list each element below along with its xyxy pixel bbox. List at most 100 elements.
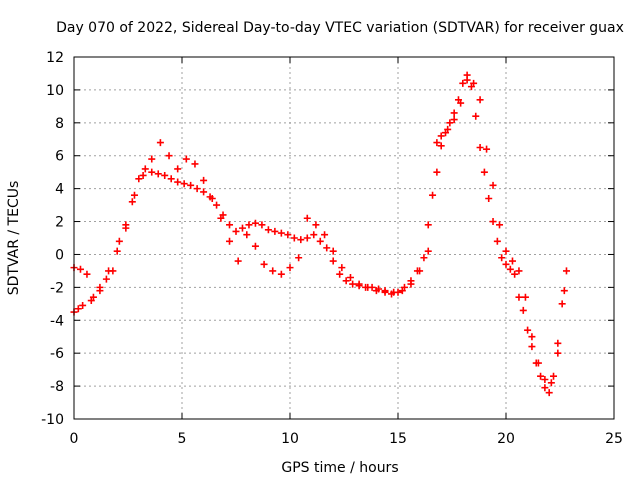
data-point-s1-10	[148, 155, 156, 163]
data-point-s2-14	[485, 195, 493, 203]
data-point-s1-19	[226, 237, 234, 245]
y-tick-label-3: -4	[50, 313, 64, 329]
data-point-s0-24	[226, 221, 234, 229]
data-point-s2-26	[537, 372, 545, 380]
data-point-s3-5	[463, 76, 471, 84]
data-point-s1-33	[346, 273, 354, 281]
data-point-s0-5	[102, 275, 110, 283]
data-point-s2-20	[511, 270, 519, 278]
data-point-s0-10	[135, 175, 143, 183]
data-point-s2-6	[450, 109, 458, 117]
data-point-s1-36	[372, 287, 380, 295]
data-point-s0-43	[349, 280, 357, 288]
data-point-s2-31	[558, 300, 566, 308]
data-point-s3-13	[515, 267, 523, 275]
data-point-s2-1	[429, 191, 437, 199]
x-tick-label-5: 25	[605, 431, 623, 447]
data-point-s3-9	[489, 181, 497, 189]
y-tick-label-0: -10	[41, 412, 64, 428]
data-point-s1-31	[329, 247, 337, 255]
data-point-s1-30	[321, 231, 329, 239]
data-point-s0-32	[277, 229, 285, 237]
data-point-s0-14	[161, 171, 169, 179]
data-point-s0-31	[271, 227, 279, 235]
data-point-s2-28	[545, 389, 553, 397]
data-point-s2-12	[476, 144, 484, 151]
y-tick-label-5: 0	[55, 247, 64, 263]
data-point-s2-13	[480, 168, 488, 176]
data-point-s1-12	[165, 152, 173, 160]
data-point-s0-13	[154, 170, 162, 178]
data-point-s2-27	[541, 384, 549, 392]
plot-frame	[73, 56, 615, 420]
y-tick-label-4: -2	[50, 280, 64, 296]
data-point-s2-24	[528, 343, 536, 351]
y-tick-label-1: -8	[50, 379, 64, 395]
data-point-s1-38	[390, 288, 398, 296]
data-point-s1-2	[79, 301, 87, 309]
series-3	[433, 76, 568, 387]
data-point-s1-29	[312, 221, 320, 229]
x-tick-label-2: 10	[281, 431, 299, 447]
data-point-s1-5	[105, 267, 113, 275]
data-point-s3-17	[541, 376, 549, 384]
data-point-s3-12	[508, 257, 516, 265]
y-tick-label-6: 2	[55, 215, 64, 231]
data-point-s0-40	[329, 257, 337, 265]
data-point-s0-7	[115, 237, 123, 245]
data-point-s1-22	[251, 242, 259, 250]
data-point-s2-17	[498, 254, 506, 262]
data-point-s3-14	[521, 293, 529, 301]
data-point-s1-37	[381, 288, 389, 296]
data-point-s0-2	[83, 270, 91, 278]
data-point-s3-20	[560, 287, 568, 295]
data-point-s1-25	[277, 270, 285, 278]
data-point-s2-21	[515, 293, 523, 301]
data-point-s0-39	[323, 244, 331, 252]
data-point-s2-23	[524, 326, 532, 334]
data-point-s3-1	[437, 132, 445, 140]
data-point-s1-9	[139, 171, 147, 179]
data-point-s2-8	[459, 79, 467, 87]
data-point-s0-30	[264, 226, 272, 234]
data-point-s1-18	[217, 214, 225, 222]
data-point-s1-23	[260, 260, 268, 268]
data-point-s3-19	[554, 349, 562, 357]
y-tick-label-9: 8	[55, 116, 64, 132]
data-point-s2-16	[493, 237, 501, 245]
y-tick-label-7: 4	[55, 182, 64, 198]
data-point-s1-24	[269, 267, 277, 275]
data-point-s1-21	[243, 231, 251, 239]
data-point-s1-40	[407, 280, 415, 288]
grid-lines	[74, 57, 614, 419]
data-point-s2-19	[506, 265, 514, 273]
series-1	[70, 139, 432, 316]
data-point-s1-28	[303, 214, 311, 222]
data-point-s1-34	[355, 280, 363, 288]
data-point-s0-29	[258, 221, 266, 229]
data-point-s2-15	[489, 218, 497, 226]
data-point-s3-7	[476, 96, 484, 104]
data-point-s0-11	[141, 165, 149, 173]
data-point-s2-11	[472, 112, 480, 120]
data-point-s1-3	[87, 297, 95, 305]
data-point-s3-16	[534, 359, 542, 367]
data-point-s1-7	[122, 221, 130, 229]
data-point-s1-1	[74, 305, 82, 313]
y-tick-label-10: 10	[46, 83, 64, 99]
data-point-s3-3	[450, 116, 458, 124]
data-point-s0-41	[336, 270, 344, 278]
series-0	[70, 165, 428, 301]
data-point-s1-39	[398, 287, 406, 295]
data-point-s0-20	[200, 188, 208, 196]
data-point-s0-9	[128, 198, 136, 206]
data-point-s3-8	[483, 145, 491, 153]
y-axis-label: SDTVAR / TECUs	[6, 181, 22, 296]
series-2	[424, 71, 570, 397]
data-point-s0-37	[310, 231, 318, 239]
data-point-s1-17	[208, 195, 216, 203]
data-point-s3-10	[496, 221, 504, 229]
data-point-s0-19	[193, 185, 201, 193]
x-tick-label-0: 0	[70, 431, 79, 447]
